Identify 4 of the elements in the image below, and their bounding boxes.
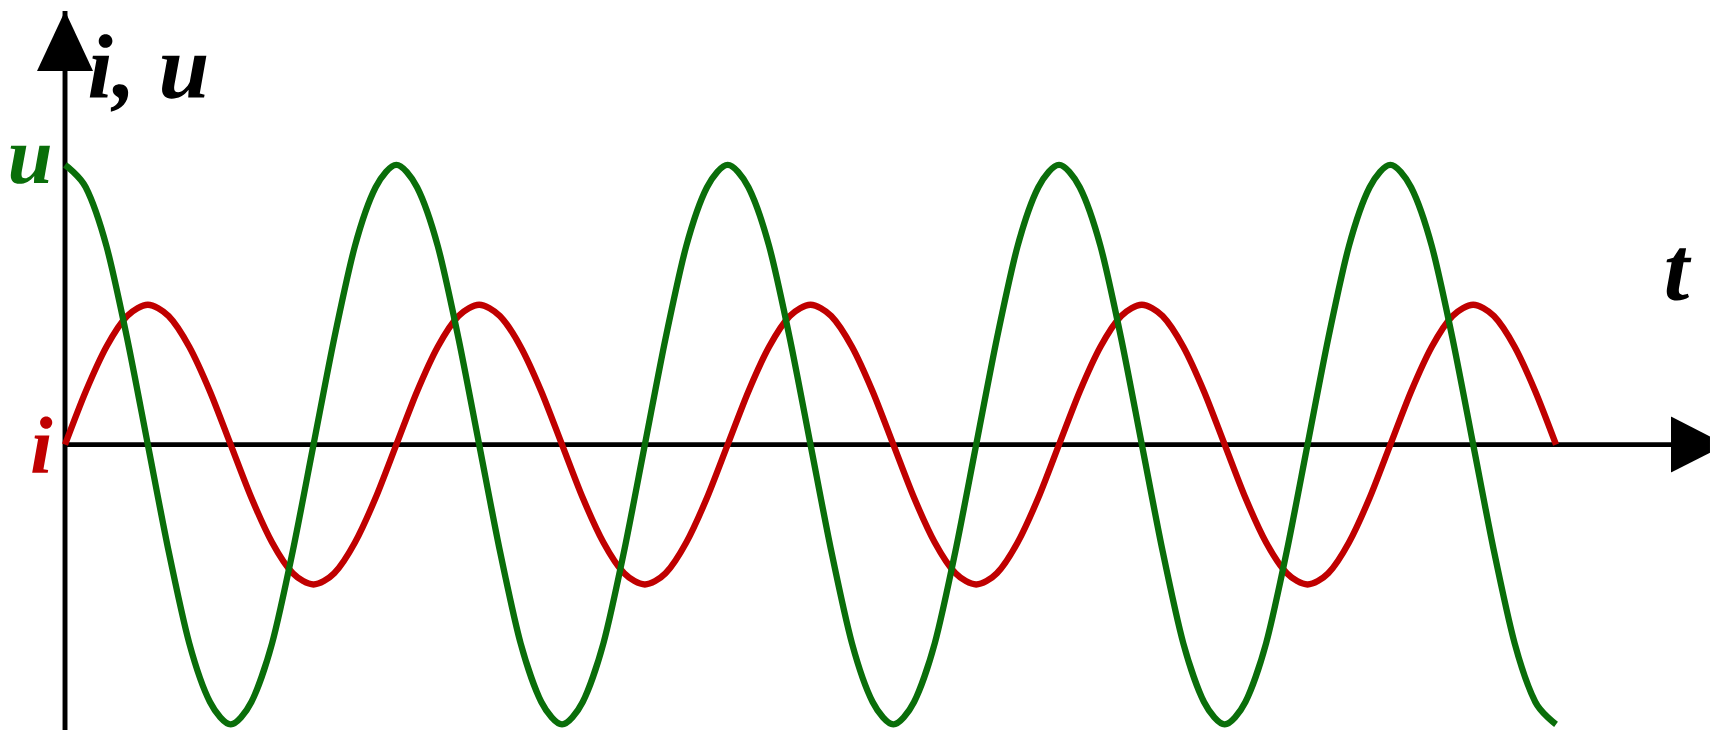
x-axis-title: t xyxy=(1666,248,1692,301)
series-label: i xyxy=(32,416,53,473)
y-axis-title: i, u xyxy=(89,34,207,112)
series-label: u xyxy=(10,145,50,184)
